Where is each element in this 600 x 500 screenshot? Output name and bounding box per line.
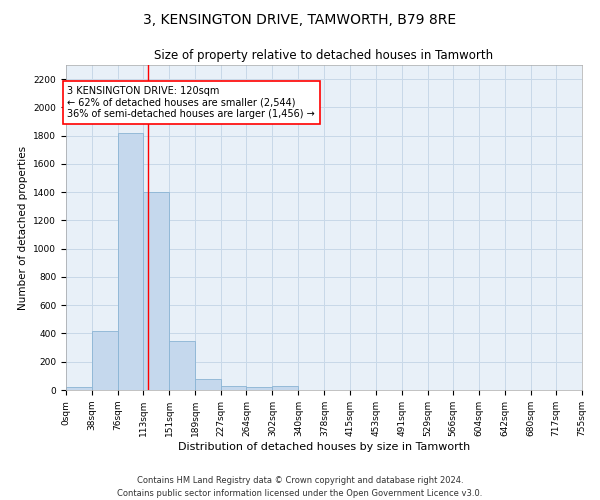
Bar (92, 330, 118, 390)
Bar (221, 386, 247, 390)
Bar (118, 133, 143, 390)
Y-axis label: Number of detached properties: Number of detached properties (18, 146, 28, 310)
Bar (143, 192, 169, 390)
Title: Size of property relative to detached houses in Tamworth: Size of property relative to detached ho… (154, 50, 494, 62)
Bar (247, 387, 272, 390)
Bar (66, 387, 92, 390)
Text: 3 KENSINGTON DRIVE: 120sqm
← 62% of detached houses are smaller (2,544)
36% of s: 3 KENSINGTON DRIVE: 120sqm ← 62% of deta… (67, 86, 315, 120)
Bar (169, 340, 195, 390)
Bar (272, 386, 298, 390)
Text: Contains HM Land Registry data © Crown copyright and database right 2024.
Contai: Contains HM Land Registry data © Crown c… (118, 476, 482, 498)
X-axis label: Distribution of detached houses by size in Tamworth: Distribution of detached houses by size … (178, 442, 470, 452)
Bar (195, 380, 221, 390)
Text: 3, KENSINGTON DRIVE, TAMWORTH, B79 8RE: 3, KENSINGTON DRIVE, TAMWORTH, B79 8RE (143, 12, 457, 26)
